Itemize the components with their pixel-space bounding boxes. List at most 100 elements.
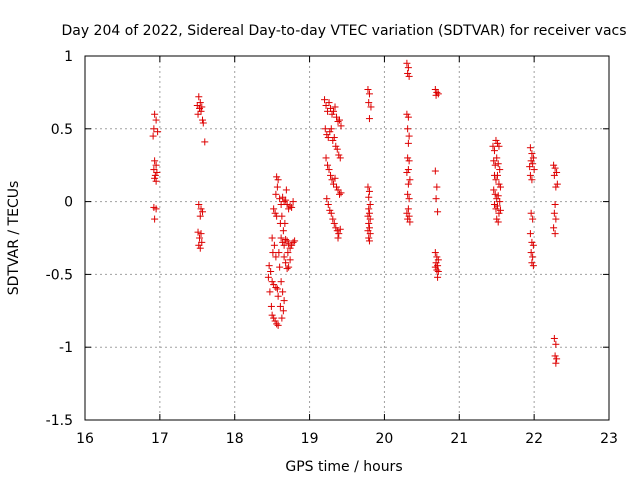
data-point (198, 238, 206, 246)
data-point (552, 340, 560, 348)
data-point (272, 190, 280, 198)
data-point (434, 273, 442, 281)
data-point (405, 72, 413, 80)
data-point (526, 144, 534, 152)
data-point (291, 237, 299, 245)
data-point (328, 176, 336, 184)
data-point (336, 154, 344, 162)
data-point (490, 201, 498, 209)
data-point (335, 230, 343, 238)
data-point (333, 145, 341, 153)
data-point (286, 202, 294, 210)
data-point (490, 147, 498, 155)
data-point (335, 151, 343, 159)
data-point (330, 107, 338, 115)
data-point (551, 164, 559, 172)
data-point (270, 205, 278, 213)
data-point (199, 208, 207, 216)
data-point (336, 190, 344, 198)
data-point (433, 183, 441, 191)
y-tick-label: 1 (64, 49, 73, 65)
data-point (196, 99, 204, 107)
data-point (496, 166, 504, 174)
chart-title: Day 204 of 2022, Sidereal Day-to-day VTE… (61, 23, 626, 39)
data-point (282, 259, 290, 267)
data-point (195, 241, 203, 249)
data-point (276, 195, 284, 203)
data-point (283, 201, 291, 209)
data-point (529, 160, 537, 168)
data-point (278, 314, 286, 322)
data-point (490, 157, 498, 165)
data-point (529, 262, 537, 270)
data-point (329, 215, 337, 223)
data-point (194, 110, 202, 118)
data-point (530, 166, 538, 174)
data-point (280, 253, 288, 261)
data-point (282, 186, 290, 194)
data-point (431, 167, 439, 175)
data-point (404, 69, 412, 77)
data-point (279, 193, 287, 201)
data-point (288, 203, 296, 211)
y-axis-title: SDTVAR / TECUs (6, 181, 22, 296)
data-point (270, 241, 278, 249)
data-point (433, 88, 441, 96)
data-point (152, 161, 160, 169)
data-point (281, 219, 289, 227)
data-point (285, 263, 293, 271)
data-point (277, 234, 285, 242)
data-point (337, 189, 345, 197)
data-point (265, 262, 273, 270)
data-point (280, 297, 288, 305)
data-point (270, 314, 278, 322)
data-point (153, 168, 161, 176)
data-point (553, 355, 561, 363)
data-point (332, 142, 340, 150)
data-point (493, 154, 501, 162)
data-point (365, 193, 373, 201)
data-point (277, 201, 285, 209)
data-point (279, 238, 287, 246)
data-point (268, 278, 276, 286)
data-point (528, 176, 536, 184)
data-point (494, 160, 502, 168)
data-point (365, 237, 373, 245)
data-point (403, 59, 411, 67)
data-point (282, 235, 290, 243)
data-point (286, 256, 294, 264)
data-point (323, 195, 331, 203)
data-point (271, 209, 279, 217)
data-point (321, 125, 329, 133)
data-point (528, 238, 536, 246)
data-point (150, 125, 158, 133)
data-point (199, 119, 207, 127)
data-point (529, 253, 537, 261)
data-point (526, 230, 534, 238)
data-point (324, 107, 332, 115)
data-point (403, 168, 411, 176)
data-point (526, 163, 534, 171)
data-point (283, 237, 291, 245)
data-point (404, 154, 412, 162)
data-point (404, 190, 412, 198)
data-point (495, 209, 503, 217)
data-point (274, 176, 282, 184)
data-point (550, 209, 558, 217)
data-point (327, 125, 335, 133)
data-point (321, 96, 329, 104)
data-point (324, 161, 332, 169)
data-point (334, 186, 342, 194)
data-point (404, 125, 412, 133)
data-point (404, 180, 412, 188)
data-point (330, 134, 338, 142)
x-axis-title: GPS time / hours (285, 459, 402, 475)
data-point (403, 110, 411, 118)
x-tick-label: 19 (301, 431, 319, 447)
data-point (328, 110, 336, 118)
data-point (271, 317, 279, 325)
data-point (197, 205, 205, 213)
data-point (404, 64, 412, 72)
data-point (432, 195, 440, 203)
data-point (267, 302, 275, 310)
